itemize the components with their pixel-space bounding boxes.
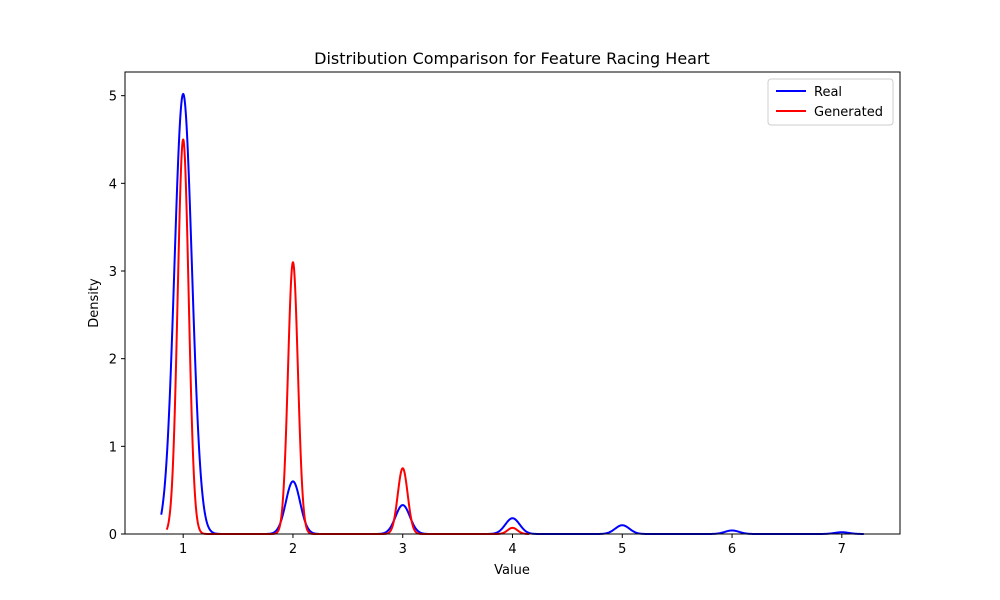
x-tick-label: 2 <box>289 542 297 557</box>
y-tick-label: 4 <box>109 177 117 192</box>
y-axis-label: Density <box>87 278 102 328</box>
x-tick-label: 5 <box>618 542 626 557</box>
x-axis: 1 2 3 4 5 6 7 <box>179 534 846 557</box>
x-tick-label: 7 <box>838 542 846 557</box>
y-tick-label: 3 <box>109 265 117 280</box>
legend: Real Generated <box>767 78 894 126</box>
x-tick-label: 6 <box>728 542 736 557</box>
y-tick-label: 0 <box>109 528 117 543</box>
legend-label-generated: Generated <box>814 105 883 120</box>
y-tick-label: 5 <box>109 90 117 105</box>
series-line-real <box>160 92 865 535</box>
y-tick-label: 2 <box>109 353 117 368</box>
chart-title: Distribution Comparison for Feature Raci… <box>314 49 710 68</box>
x-tick-label: 3 <box>399 542 407 557</box>
y-axis: 0 1 2 3 4 5 <box>109 90 125 543</box>
plot-frame <box>124 71 901 535</box>
series-layer <box>160 92 865 535</box>
x-tick-label: 1 <box>179 542 187 557</box>
legend-label-real: Real <box>814 85 842 100</box>
x-axis-label: Value <box>494 563 530 578</box>
series-line-generated <box>165 138 530 535</box>
y-tick-label: 1 <box>109 440 117 455</box>
x-tick-label: 4 <box>508 542 516 557</box>
